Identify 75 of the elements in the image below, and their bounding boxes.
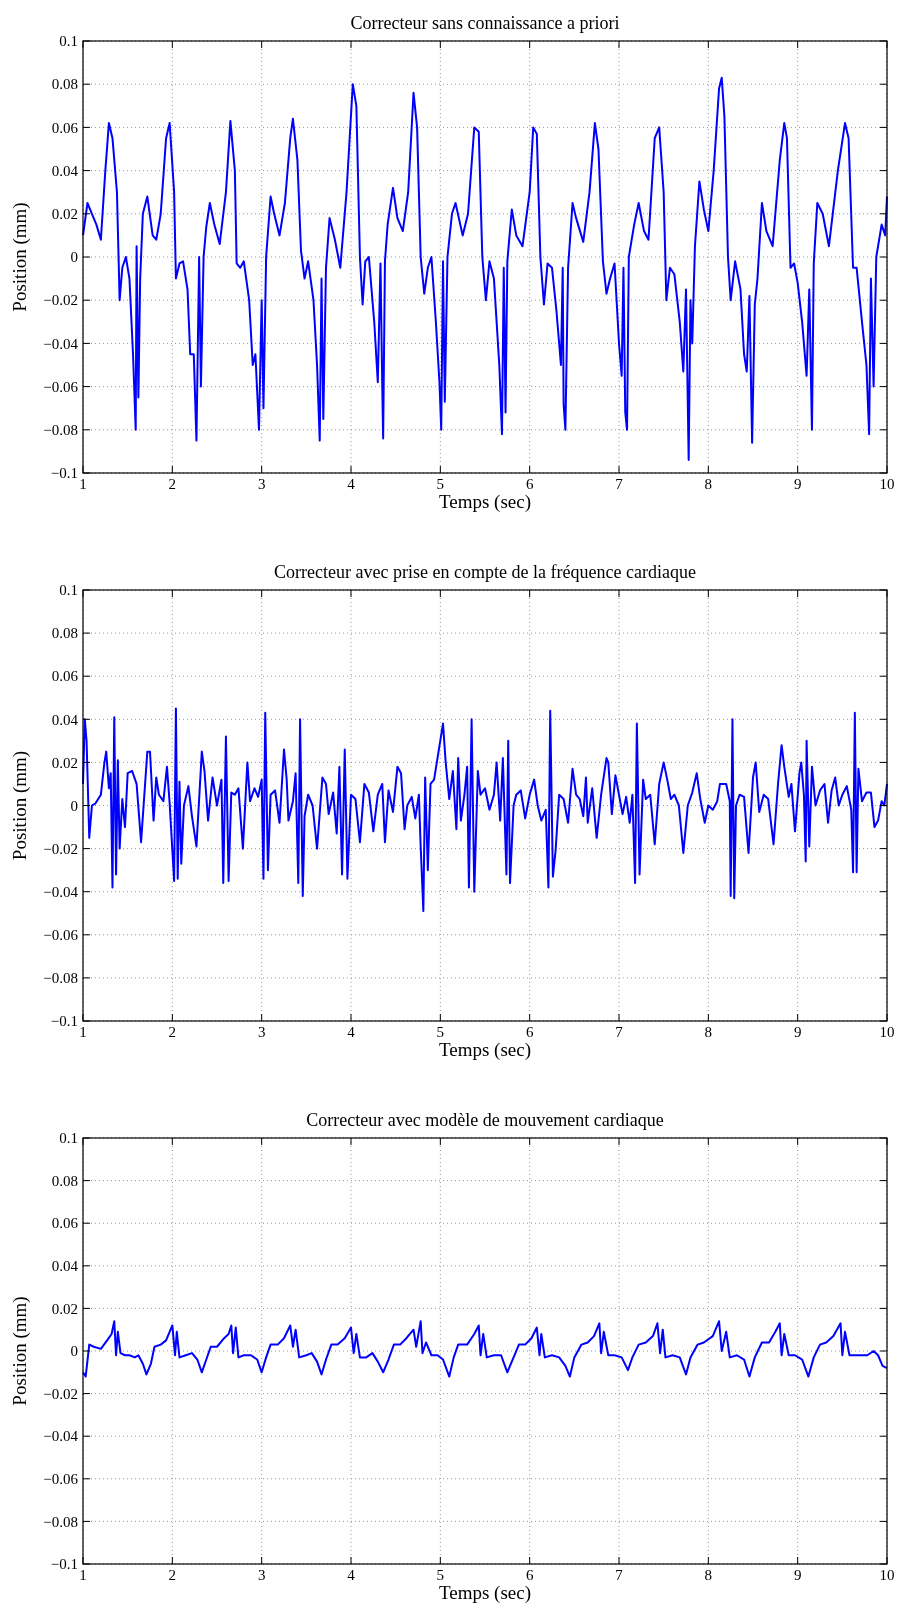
x-tick-label: 2 (168, 1567, 177, 1583)
y-tick-label: −0.06 (43, 927, 79, 944)
y-tick-label: −0.08 (43, 1513, 78, 1530)
chart-title: Correcteur sans connaissance a priori (350, 13, 620, 33)
x-tick-label: 5 (436, 1024, 445, 1040)
x-tick-label: 8 (704, 476, 713, 492)
y-tick-label: 0.06 (51, 1215, 79, 1232)
y-tick-label: −0.04 (43, 883, 79, 900)
x-tick-label: 3 (257, 1024, 266, 1040)
x-axis-title: Temps (sec) (438, 1582, 532, 1604)
y-tick-label: 0.08 (51, 1172, 78, 1189)
y-axis-title: Position (mm) (9, 202, 31, 312)
x-tick-label: 10 (879, 476, 895, 492)
y-tick-label: −0.1 (50, 1556, 78, 1573)
x-tick-label: 8 (704, 1567, 713, 1583)
y-tick-label: −0.08 (43, 970, 78, 987)
line-series (82, 707, 888, 913)
x-axis-title: Temps (sec) (438, 491, 532, 513)
y-tick-label: −0.02 (43, 840, 78, 857)
y-tick-label: 0.1 (59, 33, 78, 50)
y-tick-label: 0.08 (51, 625, 78, 642)
y-axis-title: Position (mm) (9, 750, 31, 861)
x-tick-label: 2 (168, 1024, 177, 1040)
x-tick-label: 10 (879, 1024, 895, 1040)
y-tick-label: 0.02 (51, 1300, 78, 1317)
x-tick-label: 1 (79, 476, 87, 492)
x-tick-label: 8 (704, 1024, 713, 1040)
y-tick-label: −0.08 (43, 422, 78, 439)
y-tick-label: −0.02 (43, 1385, 78, 1402)
chart-title: Correcteur avec modèle de mouvement cardiaque (306, 1110, 664, 1130)
x-tick-label: 7 (615, 476, 624, 492)
y-tick-label: 0.06 (51, 119, 79, 136)
y-axis-title: Position (mm) (9, 1296, 31, 1406)
x-tick-label: 6 (525, 1024, 534, 1040)
x-tick-label: 6 (525, 476, 534, 492)
x-tick-label: 3 (257, 476, 266, 492)
y-tick-label: −0.04 (43, 1428, 79, 1445)
x-tick-label: 7 (615, 1567, 624, 1583)
y-tick-label: 0.04 (51, 711, 79, 728)
x-tick-label: 5 (436, 476, 445, 492)
y-tick-label: −0.04 (43, 335, 79, 352)
y-tick-label: −0.1 (50, 465, 78, 482)
y-tick-label: 0.02 (51, 754, 78, 771)
y-tick-label: 0 (70, 797, 78, 814)
y-tick-label: −0.06 (43, 1471, 79, 1488)
y-tick-label: 0.1 (59, 582, 78, 599)
x-tick-label: 3 (257, 1567, 266, 1583)
x-tick-label: 9 (793, 476, 802, 492)
y-tick-label: 0.04 (51, 1258, 79, 1275)
x-tick-label: 10 (879, 1567, 895, 1583)
y-tick-label: −0.06 (43, 378, 79, 395)
x-tick-label: 4 (347, 1024, 356, 1040)
x-tick-label: 9 (793, 1024, 802, 1040)
y-tick-label: −0.1 (50, 1013, 78, 1030)
y-tick-label: 0.02 (51, 206, 78, 223)
y-tick-label: 0.1 (59, 1130, 78, 1147)
x-tick-label: 9 (793, 1567, 802, 1583)
x-tick-label: 1 (79, 1024, 87, 1040)
x-tick-label: 7 (615, 1024, 624, 1040)
x-tick-label: 4 (347, 1567, 356, 1583)
line-series (82, 1320, 888, 1378)
y-tick-label: 0.06 (51, 668, 79, 685)
x-tick-label: 1 (79, 1567, 87, 1583)
y-tick-label: 0 (70, 249, 78, 266)
y-tick-label: 0.08 (51, 76, 78, 93)
y-tick-label: −0.02 (43, 292, 78, 309)
x-tick-label: 6 (525, 1567, 534, 1583)
x-axis-title: Temps (sec) (438, 1039, 532, 1061)
x-tick-label: 2 (168, 476, 177, 492)
chart-title: Correcteur avec prise en compte de la fréquence cardiaque (274, 562, 696, 582)
line-series (82, 76, 888, 462)
x-tick-label: 5 (436, 1567, 445, 1583)
x-tick-label: 4 (347, 476, 356, 492)
y-tick-label: 0 (70, 1343, 78, 1360)
y-tick-label: 0.04 (51, 162, 79, 179)
